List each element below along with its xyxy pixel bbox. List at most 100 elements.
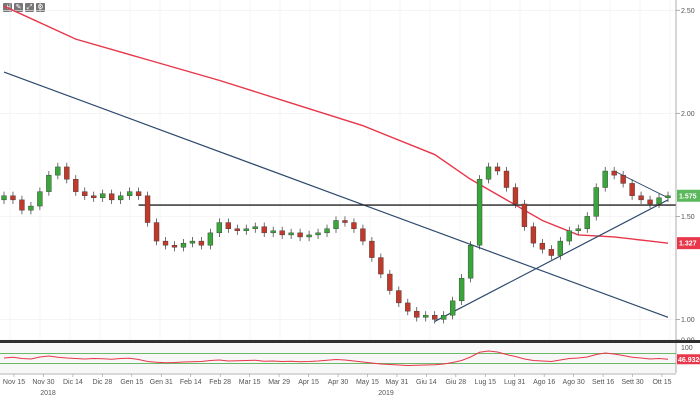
candle-body bbox=[19, 199, 25, 211]
candle-body bbox=[270, 230, 276, 234]
candle-body bbox=[342, 220, 348, 223]
candle-body bbox=[324, 228, 330, 234]
candle-body bbox=[387, 273, 393, 291]
candle-body bbox=[575, 228, 581, 231]
candle-body bbox=[351, 222, 357, 229]
zoom-icon[interactable]: ⤢ bbox=[25, 3, 34, 12]
x-tick-label: Dic 28 bbox=[92, 379, 112, 386]
candle-body bbox=[584, 216, 590, 229]
panel-divider bbox=[0, 340, 700, 343]
candle-body bbox=[100, 193, 106, 199]
x-tick-label: Sett 30 bbox=[621, 379, 643, 386]
candle-body bbox=[476, 179, 483, 246]
ma-price-flag bbox=[677, 237, 700, 250]
candle-body bbox=[539, 242, 546, 250]
ma-price-label: 1.327 bbox=[679, 241, 697, 248]
y-tick-label: 1.00 bbox=[681, 317, 695, 324]
candle-body bbox=[602, 170, 608, 188]
candle-body bbox=[306, 234, 312, 238]
candle-body bbox=[162, 240, 169, 246]
candle-body bbox=[261, 226, 267, 234]
candle-body bbox=[198, 240, 205, 246]
y-tick-label: 1.50 bbox=[681, 214, 695, 221]
candle-body bbox=[73, 179, 79, 192]
candle-body bbox=[369, 240, 375, 258]
x-tick-label: Sett 16 bbox=[592, 379, 614, 386]
candle-body bbox=[378, 257, 384, 275]
x-tick-label: Mar 15 bbox=[239, 379, 261, 386]
year-label: 2019 bbox=[378, 390, 394, 397]
candle-body bbox=[333, 220, 339, 229]
x-tick-label: Mar 29 bbox=[268, 379, 290, 386]
candle-body bbox=[153, 222, 160, 242]
candle-body bbox=[126, 191, 133, 196]
year-label: 2018 bbox=[40, 390, 56, 397]
candle-body bbox=[10, 195, 16, 201]
candle-body bbox=[144, 195, 151, 223]
candle-body bbox=[135, 191, 142, 196]
candle-body bbox=[423, 315, 429, 318]
candle-body bbox=[593, 187, 599, 217]
x-tick-label: Gen 15 bbox=[120, 379, 143, 386]
candle-body bbox=[396, 290, 402, 304]
candle-body bbox=[458, 277, 465, 302]
candle-body bbox=[216, 222, 223, 234]
candle-body bbox=[46, 174, 52, 192]
candle-body bbox=[315, 232, 321, 236]
x-tick-label: Giu 28 bbox=[446, 379, 467, 386]
candle-body bbox=[512, 187, 519, 205]
x-tick-label: May 31 bbox=[385, 379, 408, 386]
candle-body bbox=[485, 166, 492, 180]
candle-body bbox=[64, 166, 70, 180]
candle-body bbox=[243, 228, 249, 231]
y-tick-label: 2.00 bbox=[681, 111, 695, 118]
rsi-tick-label: 100 bbox=[681, 345, 693, 352]
x-tick-label: Ott 15 bbox=[652, 379, 671, 386]
trendline bbox=[3, 71, 669, 318]
x-tick-label: Dic 14 bbox=[63, 379, 83, 386]
candle-body bbox=[449, 300, 456, 316]
candle-body bbox=[109, 193, 115, 201]
candle-body bbox=[441, 315, 447, 320]
rsi-line bbox=[3, 350, 669, 367]
candle-body bbox=[82, 191, 88, 196]
candle-body bbox=[548, 249, 555, 256]
candle-body bbox=[557, 240, 563, 256]
candle-body bbox=[360, 228, 366, 242]
pencil-icon[interactable]: ✎ bbox=[14, 3, 23, 12]
candle-body bbox=[189, 240, 196, 244]
candle-body bbox=[37, 191, 43, 207]
settings-icon[interactable]: ⚙ bbox=[36, 3, 45, 12]
candle-body bbox=[288, 232, 294, 236]
candle-body bbox=[494, 166, 501, 172]
x-tick-label: Feb 28 bbox=[209, 379, 231, 386]
candle-body bbox=[180, 242, 187, 248]
candle-body bbox=[207, 232, 214, 246]
last-price-label: 1.575 bbox=[679, 193, 697, 200]
rsi-value-flag bbox=[677, 354, 700, 365]
x-tick-label: Apr 30 bbox=[328, 379, 349, 386]
x-tick-label: Lug 15 bbox=[475, 379, 497, 386]
rsi-panel bbox=[0, 343, 676, 373]
candle-body bbox=[432, 315, 438, 320]
last-price-flag bbox=[677, 189, 700, 202]
x-tick-label: Lug 31 bbox=[504, 379, 526, 386]
x-tick-label: May 15 bbox=[356, 379, 379, 386]
candle-body bbox=[665, 195, 671, 199]
candle-body bbox=[414, 310, 420, 318]
candle-body bbox=[91, 195, 97, 199]
candle-body bbox=[566, 230, 572, 242]
candle-body bbox=[225, 222, 231, 229]
candle-body bbox=[297, 232, 303, 238]
candle-body bbox=[467, 245, 474, 279]
candle-body bbox=[620, 174, 626, 184]
candle-body bbox=[638, 195, 644, 201]
candle-body bbox=[405, 302, 411, 312]
rsi-value-label: 46.9326 bbox=[678, 357, 700, 364]
candle-body bbox=[503, 170, 510, 188]
x-axis-area bbox=[0, 373, 700, 400]
candle-body bbox=[117, 195, 124, 201]
x-tick-label: Apr 15 bbox=[298, 379, 319, 386]
candle-body bbox=[171, 245, 178, 248]
